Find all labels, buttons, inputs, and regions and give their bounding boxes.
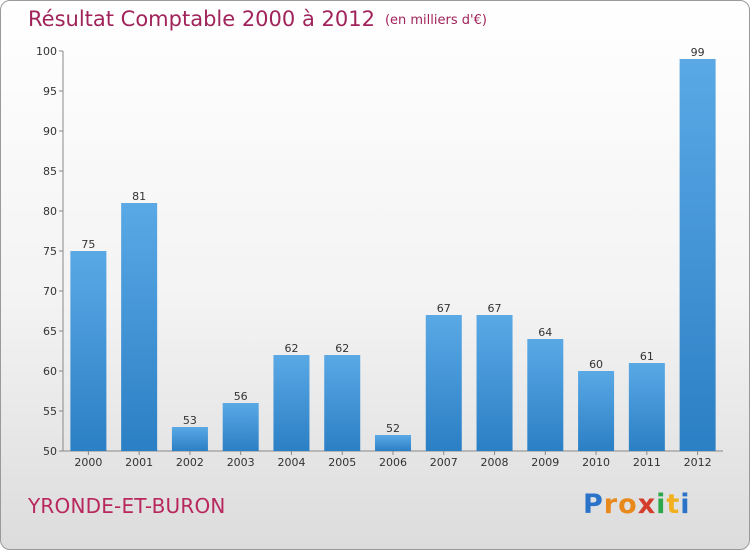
bar-value-label: 56 (234, 390, 248, 403)
chart-bars (70, 59, 716, 451)
bar[interactable] (375, 435, 411, 451)
bar-value-label: 62 (284, 342, 298, 355)
bar-value-label: 64 (538, 326, 552, 339)
x-tick-label: 2008 (481, 456, 509, 469)
chart-labels: 75 2000 81 2001 53 2002 56 2003 62 2004 62 2005 52 20… (74, 46, 711, 469)
bar-value-label: 52 (386, 422, 400, 435)
x-tick-label: 2010 (582, 456, 610, 469)
logo-letter: i (680, 489, 691, 520)
bar-value-label: 99 (691, 46, 705, 59)
y-tick-label: 60 (43, 365, 57, 378)
commune-name: YRONDE-ET-BURON (28, 494, 226, 518)
chart-title-text: Résultat Comptable 2000 à 2012 (28, 7, 375, 31)
x-tick-label: 2005 (328, 456, 356, 469)
x-tick-label: 2004 (277, 456, 305, 469)
bar[interactable] (324, 355, 361, 451)
logo-letter: t (666, 489, 681, 520)
x-tick-label: 2007 (430, 456, 458, 469)
bar[interactable] (425, 315, 462, 451)
bar[interactable] (171, 427, 208, 451)
y-tick-label: 85 (43, 165, 57, 178)
y-tick-label: 55 (43, 405, 57, 418)
bar-value-label: 61 (640, 350, 654, 363)
bar[interactable] (222, 403, 259, 451)
logo-letter: i (656, 489, 667, 520)
bar[interactable] (679, 59, 716, 451)
y-tick-label: 95 (43, 85, 57, 98)
proxiti-logo[interactable]: Proxiti (583, 489, 691, 520)
y-tick-label: 50 (43, 445, 57, 458)
bar-value-label: 62 (335, 342, 349, 355)
y-tick-label: 80 (43, 205, 57, 218)
y-tick-label: 70 (43, 285, 57, 298)
bar[interactable] (527, 339, 564, 451)
bar[interactable] (70, 251, 107, 451)
x-tick-label: 2009 (531, 456, 559, 469)
bar-value-label: 75 (81, 238, 95, 251)
logo-letter: P (583, 489, 604, 520)
bar-value-label: 67 (437, 302, 451, 315)
bar-value-label: 81 (132, 190, 146, 203)
logo-letter: o (618, 489, 638, 520)
bar[interactable] (121, 203, 158, 451)
y-tick-label: 65 (43, 325, 57, 338)
bar[interactable] (578, 371, 615, 451)
logo-letter: x (637, 489, 657, 520)
x-tick-label: 2006 (379, 456, 407, 469)
chart-title: Résultat Comptable 2000 à 2012 (en millie… (28, 7, 487, 31)
bar[interactable] (628, 363, 665, 451)
bar-value-label: 53 (183, 414, 197, 427)
x-tick-label: 2000 (74, 456, 102, 469)
bar-value-label: 67 (488, 302, 502, 315)
logo-letter: r (603, 489, 619, 520)
x-tick-label: 2011 (633, 456, 661, 469)
y-tick-label: 75 (43, 245, 57, 258)
x-tick-label: 2002 (176, 456, 204, 469)
bar[interactable] (273, 355, 310, 451)
bar-value-label: 60 (589, 358, 603, 371)
chart-unit: (en milliers d'€) (384, 13, 487, 28)
bar[interactable] (476, 315, 513, 451)
y-tick-label: 100 (36, 45, 57, 58)
x-tick-label: 2003 (227, 456, 255, 469)
x-tick-label: 2001 (125, 456, 153, 469)
x-tick-label: 2012 (684, 456, 712, 469)
y-tick-label: 90 (43, 125, 57, 138)
